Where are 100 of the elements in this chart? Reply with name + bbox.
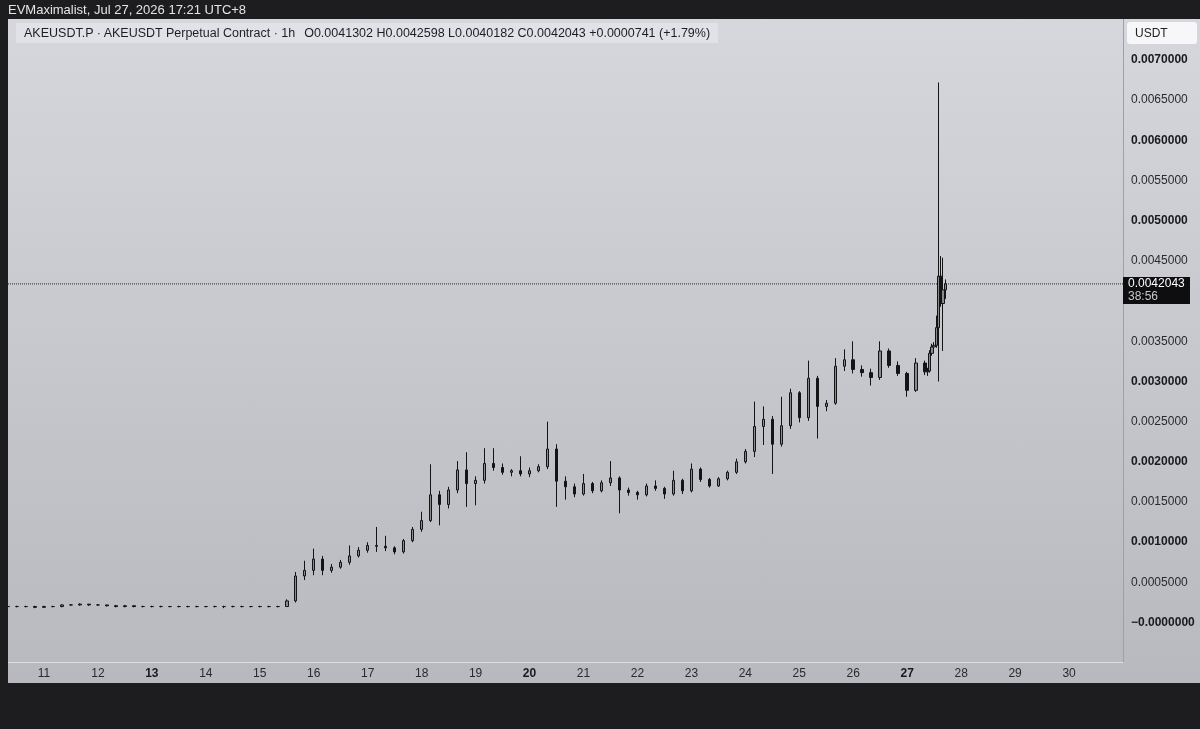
candlestick (726, 470, 729, 481)
x-tick-label: 19 (468, 666, 483, 680)
candlestick (869, 368, 873, 387)
x-tick-label: 24 (738, 666, 753, 680)
candlestick (501, 462, 504, 476)
candlestick (851, 340, 855, 374)
candlestick (285, 598, 289, 608)
candlestick (618, 475, 621, 514)
candlestick (447, 486, 450, 509)
candlestick (483, 447, 486, 485)
candlestick (330, 563, 333, 574)
x-tick-label: 11 (37, 666, 51, 680)
x-tick-label: 17 (361, 666, 375, 680)
candlestick (753, 401, 756, 458)
x-tick-label: 12 (91, 666, 105, 680)
y-tick-label: 0.0070000 (1131, 52, 1189, 67)
candlestick (591, 481, 594, 494)
candlestick (492, 447, 495, 472)
candlestick (537, 463, 540, 473)
candlestick (807, 360, 810, 422)
x-tick-label: 14 (199, 666, 213, 680)
text: AKEUSDT.P · AKEUSDT Perpetual Contract · 1h (24, 26, 296, 40)
y-tick-label: −0.0000000 (1131, 614, 1196, 629)
x-tick-label: 15 (253, 666, 267, 680)
y-axis-title: USDT (1127, 22, 1197, 44)
candlestick (42, 605, 46, 608)
candlestick (402, 538, 405, 554)
x-tick-label: 13 (145, 666, 159, 680)
candlestick (375, 526, 378, 553)
candlestick (717, 476, 720, 488)
candlestick (321, 555, 324, 576)
candlestick (914, 357, 918, 393)
candlestick (303, 560, 306, 581)
y-tick-label: 0.0060000 (1131, 132, 1189, 147)
candlestick (474, 475, 477, 506)
candlestick (860, 364, 864, 378)
candlestick (60, 603, 64, 608)
text: EVMaximalist, Jul 27, 2026 17:21 UTC+8 (8, 2, 247, 17)
x-tick-label: 18 (414, 666, 429, 680)
candlestick (294, 571, 297, 604)
candlestick (438, 490, 441, 526)
candlestick (672, 470, 675, 497)
ref-line-label: 0.0042043 (1123, 275, 1190, 290)
x-tick-label: 16 (307, 666, 321, 680)
candlestick (744, 448, 747, 464)
x-tick-label: 20 (522, 666, 537, 680)
y-tick-label: 0.0010000 (1131, 534, 1189, 549)
candlestick (816, 375, 819, 440)
y-tick-label: 0.0025000 (1131, 413, 1189, 428)
x-tick-label: 23 (684, 666, 699, 680)
candlestick (420, 511, 423, 533)
x-tick-label: 25 (792, 666, 807, 680)
candlestick (699, 466, 702, 483)
candlestick (87, 603, 91, 607)
candlestick (510, 468, 513, 477)
candlestick (690, 462, 693, 493)
candlestick (905, 371, 909, 398)
candlestick (105, 604, 109, 608)
candlestick (465, 451, 468, 508)
candlestick (798, 390, 801, 423)
candlestick (708, 477, 711, 489)
candlestick (312, 548, 315, 576)
text: O0.0041302 H0.0042598 L0.0040182 C0.0042043 +0.0000741 (+1.79%) (304, 26, 711, 40)
candlestick (878, 340, 882, 381)
candlestick (789, 388, 792, 430)
candlestick (546, 421, 549, 470)
x-tick-label: 26 (846, 666, 861, 680)
candlestick (132, 605, 136, 608)
candlestick (654, 479, 657, 492)
x-tick-label: 21 (576, 666, 591, 680)
candlestick (573, 483, 576, 498)
y-tick-label: 0.0005000 (1131, 574, 1189, 589)
candlestick (600, 479, 603, 493)
candlestick (555, 443, 558, 508)
y-tick-label: 0.0050000 (1131, 212, 1189, 227)
candlestick (609, 460, 612, 487)
candlestick (843, 348, 846, 372)
y-tick-label: 0.0020000 (1131, 454, 1189, 469)
candlestick (735, 458, 738, 475)
candlestick (357, 546, 360, 559)
x-tick-label: 27 (900, 666, 915, 680)
candlestick (456, 460, 459, 494)
candlestick (762, 405, 765, 446)
candlestick (78, 602, 82, 607)
candlestick (411, 526, 414, 543)
candlestick (114, 604, 118, 608)
candlestick (123, 604, 127, 608)
x-tick-label: 29 (1008, 666, 1023, 680)
candlestick (645, 483, 648, 497)
candlestick (825, 399, 828, 412)
y-tick-label: 0.0030000 (1131, 373, 1189, 388)
candlestick (339, 559, 342, 570)
y-tick-label: 0.0065000 (1131, 92, 1189, 107)
candlestick (780, 396, 783, 448)
candlestick (519, 455, 522, 477)
y-tick-label: 0.0015000 (1131, 494, 1189, 509)
candlestick (33, 605, 37, 609)
candlestick (564, 475, 567, 501)
candlestick (771, 415, 774, 475)
y-tick-label: 0.0045000 (1131, 253, 1189, 268)
